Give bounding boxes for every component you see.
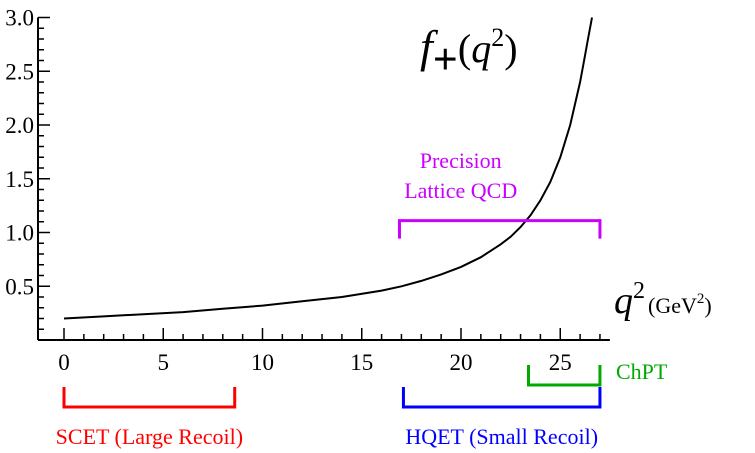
y-tick-label: 0.5 <box>5 274 34 299</box>
x-axis-label-q-superscript: 2 <box>633 278 645 304</box>
curve-label-open: ( <box>458 26 471 71</box>
curve-label-superscript: 2 <box>491 23 504 52</box>
x-tick-label: 25 <box>549 350 572 375</box>
x-tick-label: 0 <box>58 350 70 375</box>
range-label-hqet-small-recoil: HQET (Small Recoil) <box>405 424 598 449</box>
y-tick-label: 2.5 <box>5 59 34 84</box>
range-bracket-scet-large-recoil <box>62 387 237 409</box>
x-axis-label-unit-superscript: 2 <box>697 291 705 307</box>
x-axis-label-unit-close: ) <box>704 293 711 318</box>
x-tick-label: 5 <box>158 350 170 375</box>
range-label-precision-lattice-qcd-line: Lattice QCD <box>404 178 517 203</box>
y-tick-label: 1.5 <box>5 167 34 192</box>
range-brackets: Precision Lattice QCD SCET (Large Recoil) H… <box>56 148 668 449</box>
x-axis-label: q2(GeV2) <box>614 278 712 322</box>
curve-label-q: q <box>471 26 491 71</box>
x-tick-label: 10 <box>251 350 274 375</box>
range-bracket-hqet-small-recoil <box>401 387 602 409</box>
plot-area <box>63 17 593 320</box>
curve-label-subscript: + <box>433 35 458 84</box>
x-tick-label: 15 <box>350 350 373 375</box>
x-axis-label-q: q <box>614 280 633 322</box>
range-bracket-precision-lattice-qcd <box>397 219 602 239</box>
range-label-scet-large-recoil: SCET (Large Recoil) <box>56 424 243 449</box>
y-tick-label: 3.0 <box>5 6 34 31</box>
y-tick-label: 1.0 <box>5 221 34 246</box>
curve-label-close: ) <box>504 26 517 71</box>
form-factor-curve <box>63 17 593 320</box>
x-tick-label: 20 <box>450 350 473 375</box>
range-bracket-chpt <box>526 365 602 387</box>
range-label-precision-lattice-qcd-line: Precision <box>420 148 502 173</box>
axis-ticks: 0.5 1.0 1.5 2.0 2.5 3.0 0 5 10 15 20 25 <box>5 6 601 375</box>
axes <box>37 17 610 341</box>
y-tick-label: 2.0 <box>5 113 34 138</box>
range-label-chpt: ChPT <box>616 359 668 384</box>
x-axis-label-unit: (GeV <box>648 293 697 318</box>
curve-label: f+(q2) <box>420 21 518 84</box>
